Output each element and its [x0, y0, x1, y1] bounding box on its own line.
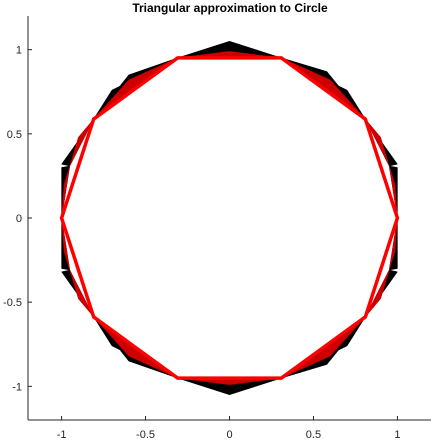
circle-approx-line [59, 56, 400, 380]
x-tick-label: -0.5 [136, 429, 155, 441]
triangle-1-3 [365, 269, 390, 318]
y-tick-label: 0.5 [7, 129, 22, 141]
plot-area [59, 40, 400, 396]
y-tick-label: -1 [12, 381, 22, 393]
x-tick-label: 0.5 [306, 429, 321, 441]
x-tick-label: 1 [394, 429, 400, 441]
y-ticks: -1 -0.5 0 0.5 1 [3, 45, 32, 393]
y-tick-label: -0.5 [3, 297, 22, 309]
triangle-1-1 [388, 217, 398, 271]
y-tick-label: 0 [16, 213, 22, 225]
triangle-1-2 [365, 118, 390, 167]
chart-title: Triangular approximation to Circle [132, 1, 328, 15]
triangle-1-13 [61, 217, 71, 271]
chart-marks [59, 40, 400, 396]
x-tick-label: -1 [57, 429, 67, 441]
triangle-1-11 [69, 269, 94, 318]
y-tick-label: 1 [16, 45, 22, 57]
triangle-1-0 [388, 165, 398, 219]
triangle-1-10 [69, 118, 94, 167]
x-tick-label: 0 [226, 429, 232, 441]
triangle-1-12 [61, 165, 71, 219]
x-ticks: -1 -0.5 0 0.5 1 [57, 416, 400, 441]
